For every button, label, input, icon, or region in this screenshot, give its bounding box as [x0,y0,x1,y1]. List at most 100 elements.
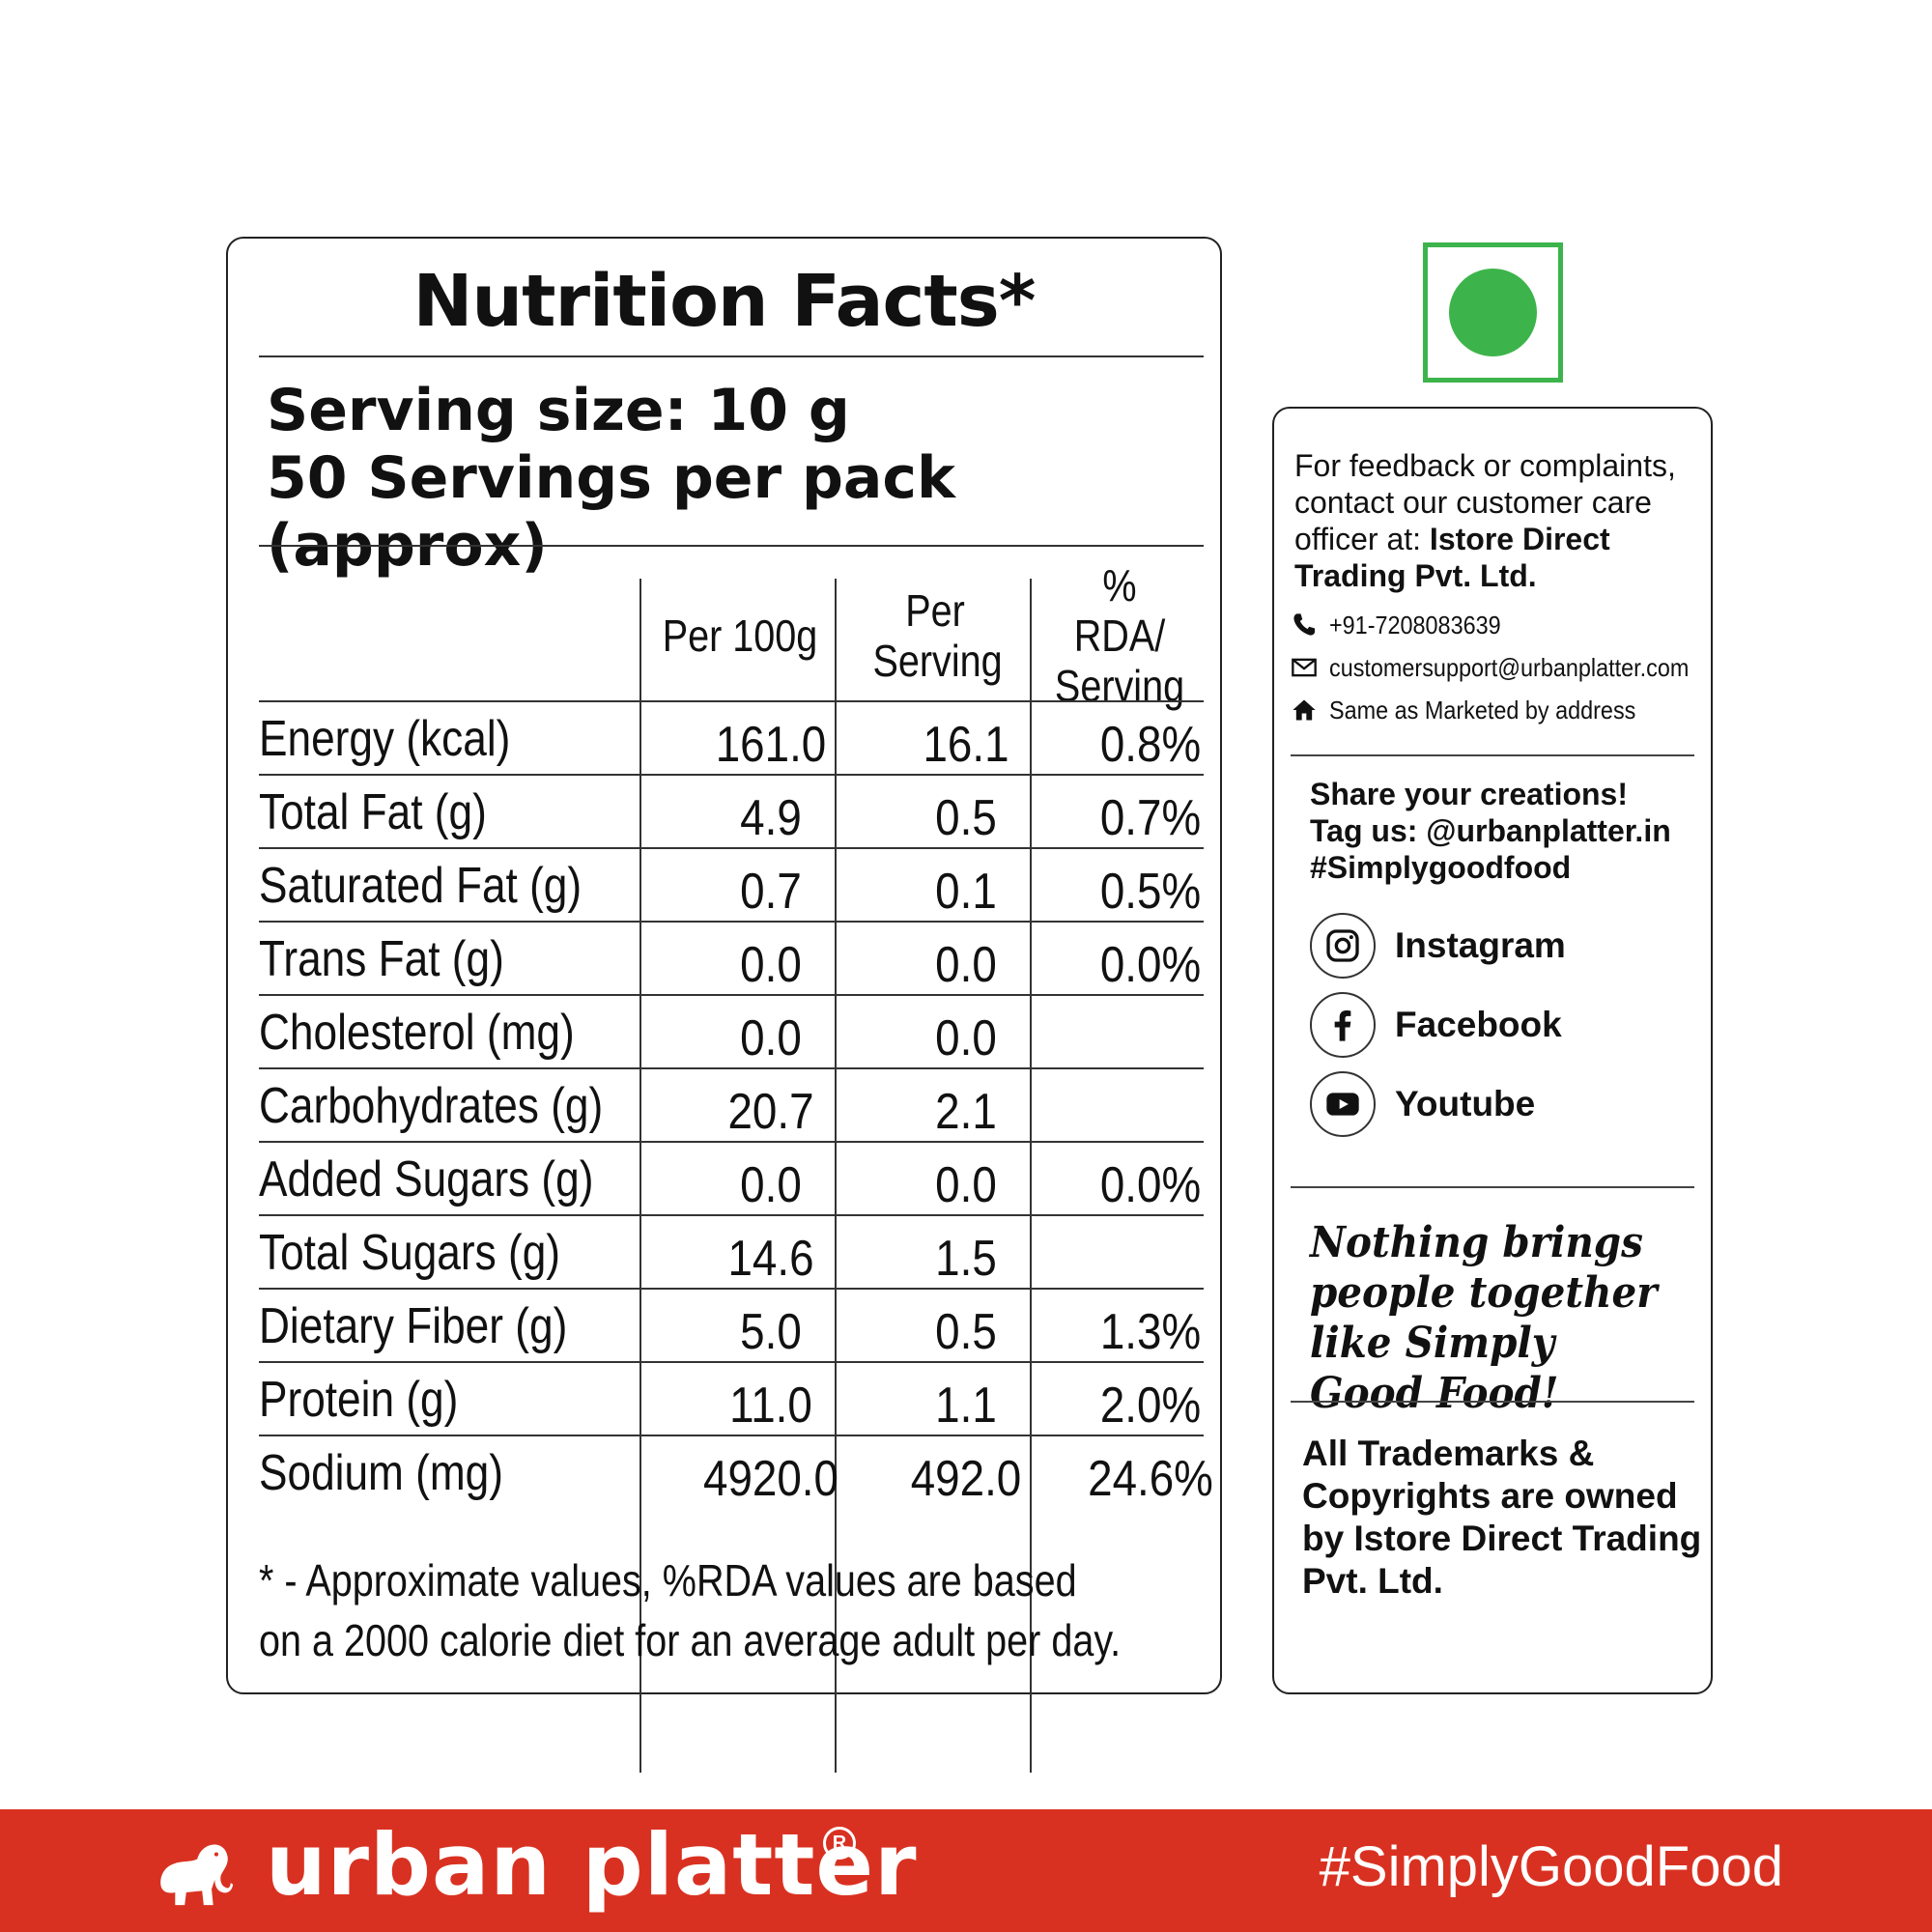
facebook-icon [1310,992,1376,1058]
table-row: Carbohydrates (g) 20.7 2.1 [259,1069,1204,1143]
per-100g-value: 20.7 [727,1084,814,1140]
brand-name: urban platter [266,1815,918,1915]
nutrition-facts-panel: Nutrition Facts* Serving size: 10 g 50 S… [226,237,1222,1773]
social-label: Facebook [1395,1005,1562,1044]
per-100g-value: 0.0 [740,1157,802,1213]
elephant-logo-icon [160,1844,234,1906]
share-line: Tag us: @urbanplatter.in [1310,813,1671,848]
social-label: Youtube [1395,1084,1536,1123]
rda-value: 1.3% [1099,1304,1202,1360]
table-row: Total Sugars (g) 14.6 1.5 [259,1216,1204,1290]
per-serving-value: 492.0 [910,1451,1022,1507]
social-label: Instagram [1395,925,1566,965]
row-divider [259,774,1204,776]
per-serving-value: 16.1 [923,717,1009,773]
header-per-serving-text: Per Serving [872,585,1003,686]
share-block: Share your creations! Tag us: @urbanplat… [1310,776,1671,886]
row-divider [259,1288,1204,1290]
row-divider [259,1141,1204,1143]
nutrient-label: Carbohydrates (g) [259,1078,604,1134]
nutrient-label: Sodium (mg) [259,1445,503,1501]
per-100g-value: 0.0 [740,937,802,993]
phone-number[interactable]: +91-7208083639 [1329,610,1501,639]
nutrient-label: Total Fat (g) [259,784,487,840]
social-youtube[interactable]: Youtube [1310,1070,1535,1138]
address-text: Same as Marketed by address [1329,695,1636,724]
divider [259,355,1204,357]
header-rda-text: % RDA/ Serving [1054,560,1185,711]
row-divider [259,1067,1204,1069]
divider [259,545,1204,547]
per-serving-value: 1.5 [935,1231,997,1287]
column-divider [639,579,641,1773]
divider [1291,1186,1694,1188]
share-line: #Simplygoodfood [1310,850,1572,885]
per-100g-value: 14.6 [727,1231,814,1287]
per-serving-value: 0.0 [935,1157,997,1213]
per-serving-value: 0.0 [935,1010,997,1066]
mail-icon [1292,658,1317,677]
social-facebook[interactable]: Facebook [1310,991,1562,1059]
feedback-company: Istore Direct Trading Pvt. Ltd. [1294,522,1610,593]
table-row: Sodium (mg) 4920.0 492.0 24.6% [259,1436,1213,1510]
per-100g-value: 0.0 [740,1010,802,1066]
share-line: Share your creations! [1310,777,1628,811]
nutrient-label: Dietary Fiber (g) [259,1298,568,1354]
nutrient-label: Protein (g) [259,1372,459,1428]
feedback-text: For feedback or complaints, contact our … [1294,447,1710,594]
per-100g-value: 0.7 [740,864,802,920]
per-serving-value: 0.5 [935,790,997,846]
facebook-glyph [1334,1010,1351,1041]
per-serving-value: 0.1 [935,864,997,920]
rda-value: 2.0% [1099,1378,1202,1434]
table-row: Energy (kcal) 161.0 16.1 0.8% [259,702,1204,776]
phone-row: +91-7208083639 [1291,606,1520,644]
serving-size: Serving size: 10 g [267,377,850,444]
tagline: Nothing brings people together like Simp… [1310,1218,1658,1418]
rda-value: 0.8% [1099,717,1202,773]
youtube-glyph [1326,1093,1359,1116]
rda-value [1075,1216,1227,1290]
per-100g-value: 4.9 [740,790,802,846]
table-row: Trans Fat (g) 0.0 0.0 0.0% [259,923,1204,996]
table-row: Dietary Fiber (g) 5.0 0.5 1.3% [259,1290,1204,1363]
per-100g-value: 11.0 [729,1378,812,1434]
nutrient-label: Energy (kcal) [259,711,511,767]
header-per-100g: Per 100g [662,611,818,661]
row-divider [259,847,1204,849]
per-100g-value: 4920.0 [703,1451,838,1507]
info-panel: For feedback or complaints, contact our … [1272,407,1713,1694]
nutrition-title: Nutrition Facts* [412,260,1036,343]
header-rda: % RDA/ Serving [1045,560,1193,711]
per-serving-value: 0.0 [935,937,997,993]
nutrient-label: Trans Fat (g) [259,931,504,987]
veg-dot [1449,269,1537,356]
per-serving-value: 1.1 [935,1378,997,1434]
rda-value [1075,996,1227,1069]
home-icon [1293,699,1316,721]
row-divider [259,994,1204,996]
table-row: Total Fat (g) 4.9 0.5 0.7% [259,776,1204,849]
youtube-icon [1310,1071,1376,1137]
per-serving-value: 2.1 [935,1084,997,1140]
veg-mark-icon [1423,242,1563,383]
column-divider [1030,579,1032,1773]
instagram-glyph [1326,929,1359,962]
nutrient-label: Saturated Fat (g) [259,858,582,914]
rda-value: 0.5% [1099,864,1202,920]
table-row: Added Sugars (g) 0.0 0.0 0.0% [259,1143,1204,1216]
per-100g-value: 5.0 [740,1304,802,1360]
footnote-line: * - Approximate values, %RDA values are … [259,1555,1077,1605]
footer-bar: urban platter R #SimplyGoodFood [0,1809,1932,1932]
social-instagram[interactable]: Instagram [1310,912,1566,980]
footnote-line: on a 2000 calorie diet for an average ad… [259,1615,1122,1665]
rda-value: 24.6% [1088,1451,1213,1507]
divider [1291,754,1694,756]
header-divider [259,700,1204,702]
rda-value [1075,1069,1227,1143]
email-row: customersupport@urbanplatter.com [1291,648,1729,687]
phone-icon [1293,613,1316,636]
email-address[interactable]: customersupport@urbanplatter.com [1329,652,1690,682]
per-serving-value: 0.5 [935,1304,997,1360]
row-divider [259,1361,1204,1363]
